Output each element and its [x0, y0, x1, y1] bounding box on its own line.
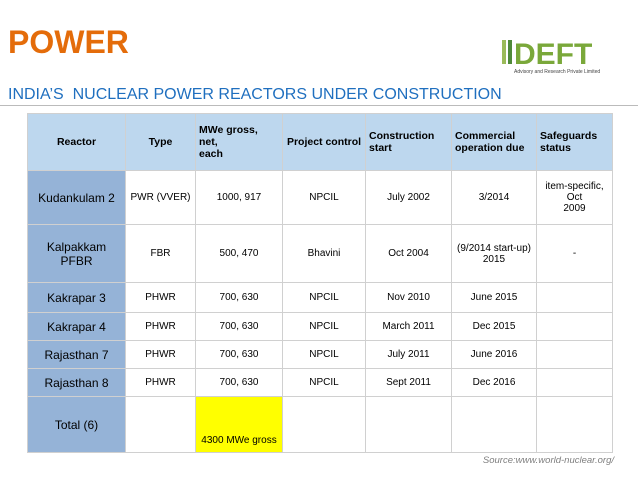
column-header: Type — [125, 113, 196, 171]
table-cell: 700, 630 — [195, 368, 283, 397]
table-row: Rajasthan 8 PHWR 700, 630 NPCIL Sept 2011 Dec… — [27, 368, 613, 397]
table-cell: June 2015 — [451, 282, 537, 313]
empty-cell — [536, 368, 613, 397]
table-cell: Sept 2011 — [365, 368, 452, 397]
table-cell: 700, 630 — [195, 312, 283, 341]
table-cell: July 2002 — [365, 170, 452, 225]
table-cell: 700, 630 — [195, 282, 283, 313]
table-cell: Rajasthan 7 — [27, 340, 126, 369]
table-cell: - — [536, 224, 613, 283]
column-header: Safeguards status — [536, 113, 613, 171]
table-row: Kudankulam 2 PWR (VVER) 1000, 917 NPCIL July… — [27, 170, 613, 225]
table-cell: NPCIL — [282, 340, 366, 369]
table-cell: Kakrapar 3 — [27, 282, 126, 313]
logo-bar — [502, 40, 506, 64]
empty-cell — [536, 312, 613, 341]
reactor-table: Reactor Type MWe gross, net, each Project c… — [27, 113, 613, 453]
table-cell: 700, 630 — [195, 340, 283, 369]
logo-tagline: Advisory and Research Private Limited — [514, 69, 600, 75]
table-cell: Rajasthan 8 — [27, 368, 126, 397]
table-cell: 3/2014 — [451, 170, 537, 225]
total-capacity: 4300 MWe gross — [195, 396, 283, 453]
table-cell: PHWR — [125, 368, 196, 397]
empty-cell — [125, 396, 196, 453]
table-cell: (9/2014 start-up) 2015 — [451, 224, 537, 283]
column-header: Reactor — [27, 113, 126, 171]
empty-cell — [536, 282, 613, 313]
column-header: Construction start — [365, 113, 452, 171]
table-cell: June 2016 — [451, 340, 537, 369]
empty-cell — [282, 396, 366, 453]
table-cell: item-specific, Oct 2009 — [536, 170, 613, 225]
empty-cell — [451, 396, 537, 453]
source: Source:www.world-nuclear.org/ — [482, 455, 614, 466]
table-cell: Nov 2010 — [365, 282, 452, 313]
table-cell: NPCIL — [282, 282, 366, 313]
table-cell: Dec 2016 — [451, 368, 537, 397]
empty-cell — [365, 396, 452, 453]
total-label: Total (6) — [27, 396, 126, 453]
logo: DEFT Advisory and Research Private Limit… — [502, 38, 600, 75]
table-cell: July 2011 — [365, 340, 452, 369]
table-cell: 1000, 917 — [195, 170, 283, 225]
table-cell: Oct 2004 — [365, 224, 452, 283]
column-header: Commercial operation due — [451, 113, 537, 171]
table-cell: 500, 470 — [195, 224, 283, 283]
subtitle: INDIA’S NUCLEAR POWER REACTORS UNDER CON… — [8, 86, 502, 103]
title: POWER — [8, 24, 129, 60]
table-cell: PWR (VVER) — [125, 170, 196, 225]
divider — [0, 105, 638, 106]
table-cell: Kudankulam 2 — [27, 170, 126, 225]
logo-name: DEFT — [514, 38, 592, 71]
table-cell: Kakrapar 4 — [27, 312, 126, 341]
table-cell: NPCIL — [282, 312, 366, 341]
empty-cell — [536, 396, 613, 453]
table-cell: PHWR — [125, 282, 196, 313]
table-row: Kakrapar 3 PHWR 700, 630 NPCIL Nov 2010 June … — [27, 282, 613, 313]
table-row: Rajasthan 7 PHWR 700, 630 NPCIL July 2011 Jun… — [27, 340, 613, 369]
column-header: MWe gross, net, each — [195, 113, 283, 171]
table-cell: March 2011 — [365, 312, 452, 341]
table-cell: PHWR — [125, 340, 196, 369]
table-row: Kakrapar 4 PHWR 700, 630 NPCIL March 2011 Dec… — [27, 312, 613, 341]
table-cell: PHWR — [125, 312, 196, 341]
table-cell: NPCIL — [282, 170, 366, 225]
table-row: Reactor Type MWe gross, net, each Project c… — [27, 113, 613, 171]
table-cell: FBR — [125, 224, 196, 283]
empty-cell — [536, 340, 613, 369]
column-header: Project control — [282, 113, 366, 171]
table-cell: Dec 2015 — [451, 312, 537, 341]
table-row: Total (6) 4300 MWe gross — [27, 396, 613, 453]
logo-bar — [508, 40, 512, 64]
table-cell: Bhavini — [282, 224, 366, 283]
table-cell: NPCIL — [282, 368, 366, 397]
table-row: Kalpakkam PFBR FBR 500, 470 Bhavini Oct 2004… — [27, 224, 613, 283]
table-cell: Kalpakkam PFBR — [27, 224, 126, 283]
